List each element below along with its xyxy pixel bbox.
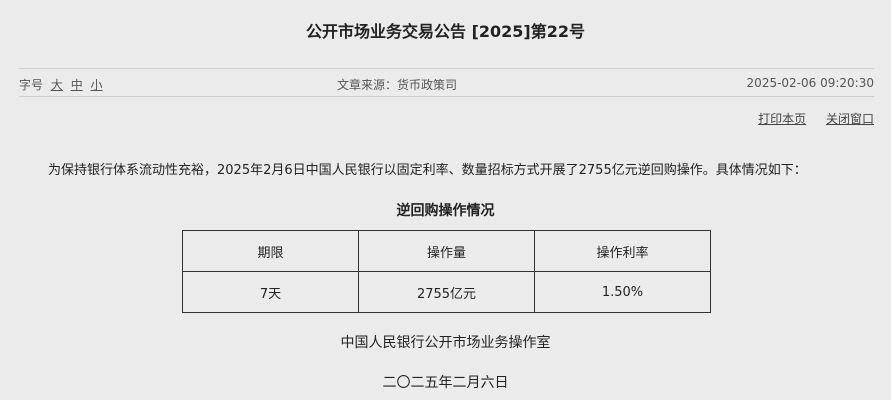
announcement-text: 为保持银行体系流动性充裕，2025年2月6日中国人民银行以固定利率、数量招标方式…: [48, 163, 807, 178]
cell-rate: 1.50%: [534, 271, 711, 313]
header-rate: 操作利率: [534, 230, 711, 272]
cell-amount: 2755亿元: [358, 271, 535, 313]
header-term: 期限: [182, 230, 359, 272]
operations-table: 期限 操作量 操作利率 7天 2755亿元 1.50%: [182, 230, 711, 313]
divider: [19, 96, 874, 97]
table-header-row: 期限 操作量 操作利率: [182, 230, 711, 272]
signature-org: 中国人民银行公开市场业务操作室: [340, 335, 551, 351]
font-size-label: 字号: [19, 78, 44, 92]
signature-date: 二〇二五年二月六日: [382, 375, 509, 391]
font-size-controls: 字号 大 中 小: [19, 76, 103, 93]
close-window-link[interactable]: 关闭窗口: [825, 112, 874, 126]
font-small-link[interactable]: 小: [90, 78, 103, 92]
header-amount: 操作量: [358, 230, 535, 272]
article-source: 文章来源：货币政策司: [337, 78, 458, 92]
table-caption: 逆回购操作情况: [396, 203, 495, 219]
publish-datetime: 2025-02-06 09:20:30: [746, 76, 874, 90]
table-row: 7天 2755亿元 1.50%: [182, 271, 711, 313]
font-large-link[interactable]: 大: [50, 78, 63, 92]
divider: [19, 68, 874, 69]
cell-term: 7天: [182, 271, 359, 313]
page-actions: 打印本页 关闭窗口: [742, 110, 874, 127]
page-title: 公开市场业务交易公告 [2025]第22号: [306, 22, 585, 41]
font-medium-link[interactable]: 中: [70, 78, 83, 92]
print-link[interactable]: 打印本页: [758, 112, 807, 126]
